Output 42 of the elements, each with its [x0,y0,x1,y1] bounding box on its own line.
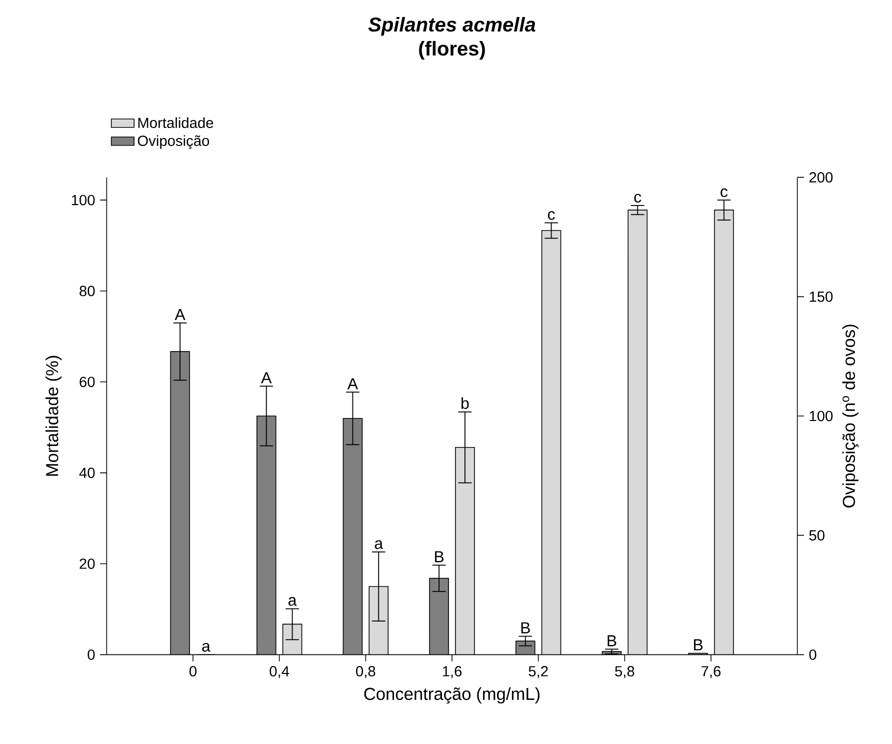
data-label: A [347,378,358,390]
y2-tick-label: 100 [810,410,833,422]
y-tick-label: 100 [72,194,95,206]
data-label: c [548,211,555,220]
data-label: a [202,642,210,652]
x-tick-label: 7,6 [702,666,721,678]
y-tick-label: 60 [80,376,95,388]
data-label: c [634,194,642,203]
y2-axis-title: Oviposição (n$^{o}$ de ovos) [842,324,859,508]
y2-tick-label: 50 [809,530,824,541]
x-tick-label: 1,6 [442,666,462,678]
data-label: b [462,397,469,409]
data-label: c [720,188,728,198]
chart-title: Spilantes acmella [368,16,536,36]
legend-label: Mortalidade [138,117,214,128]
legend-label: Oviposição [138,135,210,149]
data-label: a [374,540,384,549]
data-label: B [608,635,616,646]
data-label: B [521,622,530,634]
bar [515,640,536,655]
y-tick-label: 40 [79,468,95,478]
y-tick-label: 80 [80,286,95,296]
x-axis-title: Concentração (mg/mL) [364,687,540,704]
y-tick-label: 0 [88,649,95,660]
y-tick-label: 20 [80,558,95,569]
x-tick-label: 0 [189,666,196,676]
y-axis-title: Mortalidade (%) [46,356,62,476]
data-label: A [174,308,186,320]
y2-tick-label: 200 [809,172,833,183]
x-tick-label: 5,8 [615,666,634,678]
x-tick-label: 0,4 [270,666,290,678]
x-tick-label: 0,8 [356,666,376,678]
data-label: B [694,639,703,650]
chart-subtitle: (flores) [419,40,485,60]
x-tick-label: 5,2 [528,666,548,678]
bar [628,210,648,655]
y2-tick-label: 150 [810,291,833,302]
data-label: a [288,597,297,606]
data-label: A [261,372,272,384]
data-label: B [435,551,444,562]
bar [282,624,302,655]
y2-tick-label: 0 [809,649,816,660]
